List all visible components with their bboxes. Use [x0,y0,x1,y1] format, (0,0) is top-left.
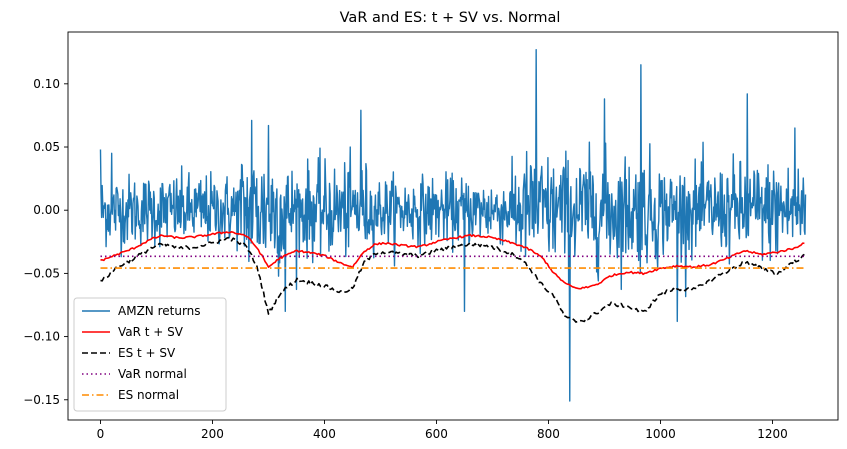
series-line-1 [100,231,805,290]
x-tick-label: 200 [201,427,224,441]
y-tick-label: −0.15 [23,393,60,407]
legend-label-0: AMZN returns [118,304,201,318]
chart-title: VaR and ES: t + SV vs. Normal [340,10,561,26]
x-tick-label: 1000 [645,427,676,441]
legend-label-1: VaR t + SV [118,325,184,339]
y-tick-label: −0.10 [23,330,60,344]
legend-label-3: VaR normal [118,367,187,381]
legend-label-4: ES normal [118,388,179,402]
x-tick-label: 800 [537,427,560,441]
legend: AMZN returns VaR t + SV ES t + SV VaR norma… [73,297,227,412]
plot-area [99,48,807,402]
y-tick-label: 0.05 [33,140,60,154]
x-tick-label: 400 [313,427,336,441]
series-line-0 [99,48,807,402]
legend-box [73,297,227,412]
axes-frame [67,31,839,421]
x-tick-label: 600 [425,427,448,441]
y-tick-label: 0.10 [33,77,60,91]
x-tick-label: 1200 [757,427,788,441]
y-tick-label: 0.00 [33,203,60,217]
axes: 0 200 400 600 800 1000 1200 −0.15 −0.10 −0.05 0.00… [23,31,839,441]
series-line-2 [100,236,805,323]
x-tick-label: 0 [97,427,105,441]
y-tick-label: −0.05 [23,266,60,280]
legend-label-2: ES t + SV [118,346,176,360]
